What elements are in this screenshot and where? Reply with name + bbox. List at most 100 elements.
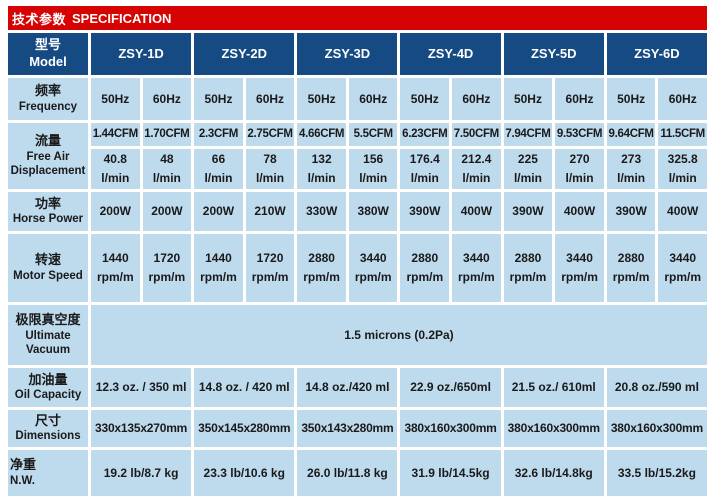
horse-power-cell: 200W [142,192,192,231]
motor-speed-unit: rpm/m [664,270,702,284]
horse-power-cell: 390W [503,192,553,231]
motor-speed-unit: rpm/m [612,270,650,284]
frequency-cell: 50Hz [503,78,553,120]
flow-lmin-value: 48 [160,152,174,167]
horse-power-cell: 380W [348,192,398,231]
row-label-motor-speed: 转速 Motor Speed [8,234,88,302]
flow-lmin-unit: l/min [359,171,388,185]
motor-speed-cell: 3440 rpm/m [348,234,398,302]
horse-power-cell: 390W [400,192,450,231]
flow-lmin-value: 78 [263,152,277,167]
motor-speed-value: 1720 [153,251,181,266]
motor-speed-cell: 3440 rpm/m [452,234,501,302]
flow-lmin-unit: l/min [101,171,130,185]
motor-speed-value: 1440 [205,251,232,266]
row-label-zh: 功率 [34,195,61,211]
flow-lmin-cell: 48 l/min [142,149,192,189]
frequency-cell: 60Hz [245,78,295,120]
motor-speed-cell: 2880 rpm/m [503,234,553,302]
flow-lmin-cell: 156 l/min [348,149,398,189]
flow-cfm-cell: 7.94CFM [503,123,553,146]
page-title-zh: 技术参数 [12,11,67,27]
dimensions-cell: 350x143x280mm [297,410,398,447]
horse-power-cell: 330W [297,192,346,231]
row-label-en: N.W. [10,474,35,487]
flow-lmin-cell: 325.8 l/min [658,149,707,189]
flow-cfm-cell: 9.53CFM [555,123,604,146]
horse-power-cell: 400W [658,192,707,231]
motor-speed-value: 3440 [463,251,490,266]
dimensions-cell: 380x160x300mm [400,410,501,447]
motor-speed-cell: 1720 rpm/m [142,234,192,302]
flow-lmin-value: 40.8 [103,152,127,167]
flow-lmin-unit: l/min [204,171,233,185]
frequency-cell: 60Hz [555,78,604,120]
motor-speed-value: 1440 [101,251,129,266]
model-cell: ZSY-4D [400,33,501,75]
frequency-cell: 50Hz [606,78,656,120]
row-label-horse-power: 功率 Horse Power [8,192,88,231]
oil-capacity-cell: 21.5 oz./ 610ml [503,368,604,407]
row-label-oil-capacity: 加油量 Oil Capacity [8,368,88,407]
flow-lmin-value: 66 [211,152,226,167]
page-title-en: SPECIFICATION [72,10,172,26]
horse-power-cell: 390W [606,192,656,231]
net-weight-cell: 33.5 lb/15.2kg [606,450,707,496]
model-header-zh: 型号 [34,37,61,53]
flow-lmin-value: 273 [621,152,642,167]
row-label-en: Dimensions [15,430,81,443]
row-label-net-weight: 净重 N.W. [8,450,88,496]
flow-cfm-cell: 7.50CFM [452,123,501,146]
horse-power-cell: 400W [452,192,501,231]
model-header-cell: 型号 Model [8,33,88,75]
motor-speed-unit: rpm/m [561,270,598,284]
motor-speed-value: 2880 [308,251,335,266]
flow-lmin-unit: l/min [410,171,439,185]
oil-capacity-cell: 14.8 oz. / 420 ml [194,368,295,407]
motor-speed-unit: rpm/m [458,270,495,284]
flow-lmin-value: 225 [517,152,538,167]
row-label-en: Motor Speed [13,269,83,282]
flow-cfm-cell: 4.66CFM [297,123,346,146]
flow-cfm-cell: 2.75CFM [245,123,295,146]
flow-cfm-cell: 5.5CFM [348,123,398,146]
dimensions-cell: 330x135x270mm [91,410,192,447]
motor-speed-unit: rpm/m [148,270,186,284]
frequency-cell: 60Hz [348,78,398,120]
motor-speed-cell: 3440 rpm/m [555,234,604,302]
flow-lmin-cell: 270 l/min [555,149,604,189]
oil-capacity-cell: 14.8 oz./420 ml [297,368,398,407]
dimensions-cell: 380x160x300mm [503,410,604,447]
flow-cfm-cell: 2.3CFM [194,123,243,146]
row-label-flow: 流量 Free Air Displacement [8,123,88,189]
oil-capacity-cell: 20.8 oz./590 ml [606,368,707,407]
motor-speed-value: 2880 [617,251,645,266]
flow-lmin-unit: l/min [152,171,181,185]
frequency-cell: 60Hz [658,78,707,120]
model-cell: ZSY-2D [194,33,295,75]
flow-lmin-value: 156 [363,152,384,167]
flow-lmin-unit: l/min [617,171,646,185]
flow-lmin-cell: 78 l/min [245,149,295,189]
flow-cfm-cell: 1.44CFM [91,123,140,146]
flow-lmin-unit: l/min [307,171,336,185]
model-cell: ZSY-6D [606,33,707,75]
flow-lmin-cell: 273 l/min [606,149,656,189]
flow-lmin-value: 132 [311,152,332,167]
flow-lmin-cell: 40.8 l/min [91,149,140,189]
flow-lmin-cell: 66 l/min [194,149,243,189]
frequency-cell: 50Hz [400,78,450,120]
motor-speed-cell: 3440 rpm/m [658,234,707,302]
net-weight-cell: 19.2 lb/8.7 kg [91,450,192,496]
row-label-zh: 转速 [34,252,61,268]
row-label-en: Oil Capacity [14,389,82,402]
horse-power-cell: 400W [555,192,604,231]
frequency-cell: 50Hz [91,78,140,120]
motor-speed-unit: rpm/m [200,270,237,284]
motor-speed-cell: 1440 rpm/m [194,234,243,302]
flow-lmin-unit: l/min [462,171,491,185]
motor-speed-unit: rpm/m [354,270,392,284]
row-label-en: Horse Power [12,213,84,226]
motor-speed-unit: rpm/m [96,270,134,284]
